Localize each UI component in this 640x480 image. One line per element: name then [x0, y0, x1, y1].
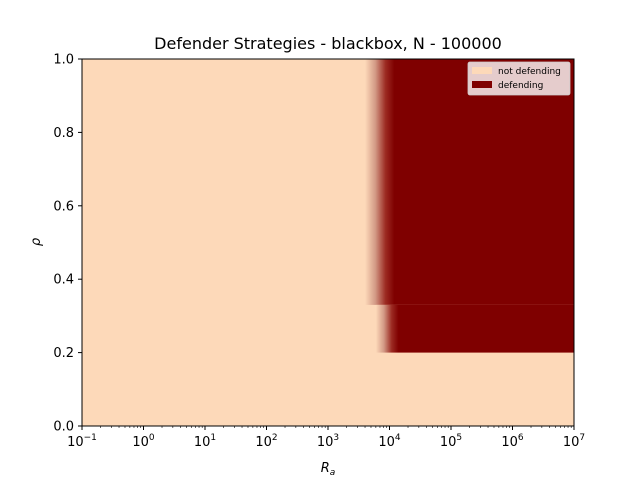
y-axis: 0.0 0.2 0.4 0.6 0.8 1.0 [53, 53, 82, 435]
defending-region-0 [365, 59, 574, 305]
x-tick-label: 103 [317, 433, 339, 450]
x-tick-label: 105 [440, 433, 462, 450]
x-axis-label: Ra [321, 461, 336, 478]
x-tick-label: 100 [132, 433, 155, 450]
y-tick-label: 0.4 [53, 273, 74, 288]
legend: not defending defending [467, 61, 571, 96]
y-tick-label: 1.0 [53, 53, 74, 68]
plot-area [81, 58, 575, 427]
x-tick-label: 104 [378, 433, 401, 450]
y-tick-label: 0.6 [53, 199, 74, 214]
x-tick-label: 10−1 [67, 433, 97, 450]
x-tick-label: 107 [563, 433, 585, 450]
legend-swatch [472, 81, 492, 88]
x-tick-label: 102 [255, 433, 277, 450]
y-tick-label: 0.8 [53, 126, 74, 141]
x-axis: 10−1 100 101 102 103 104 105 106 107 [67, 426, 585, 450]
legend-box [467, 61, 571, 96]
defending-region-1 [375, 304, 574, 353]
legend-swatch [472, 67, 492, 74]
y-tick-label: 0.0 [53, 420, 74, 435]
y-axis-label: ρ [29, 237, 44, 246]
y-tick-label: 0.2 [53, 346, 74, 361]
legend-label: defending [498, 81, 543, 91]
x-tick-label: 101 [194, 433, 216, 450]
chart-title: Defender Strategies - blackbox, N - 1000… [154, 34, 502, 53]
legend-label: not defending [498, 67, 561, 77]
x-tick-label: 106 [501, 433, 524, 450]
